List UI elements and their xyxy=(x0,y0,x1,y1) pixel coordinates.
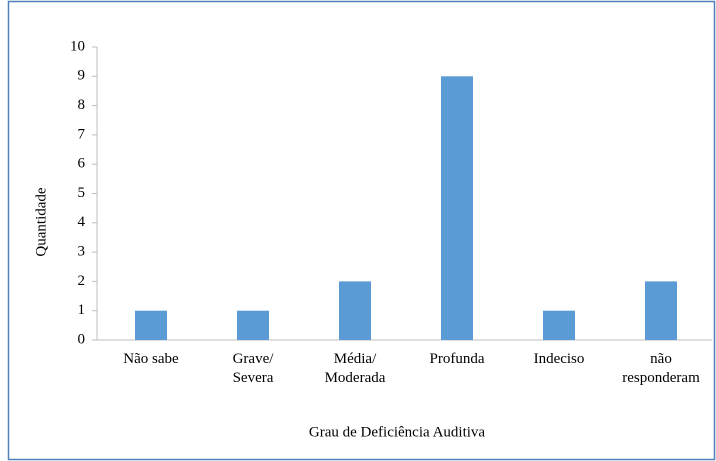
y-tick-label: 6 xyxy=(78,156,86,172)
y-tick-label: 2 xyxy=(78,273,86,289)
y-axis-label: Quantidade xyxy=(33,187,49,256)
bar xyxy=(441,76,473,341)
bar xyxy=(237,310,269,340)
y-tick-label: 1 xyxy=(78,302,86,318)
x-tick-label: Média/ Moderada xyxy=(324,351,386,386)
y-tick-label: 8 xyxy=(78,97,86,113)
y-tick-label: 10 xyxy=(70,38,85,54)
bar xyxy=(645,281,677,340)
x-tick-label: Profunda xyxy=(429,351,485,367)
y-tick-label: 9 xyxy=(78,68,86,84)
x-tick-label: Não sabe xyxy=(123,351,179,367)
bar xyxy=(543,310,575,340)
x-tick-label: não responderam xyxy=(622,351,700,386)
bar xyxy=(339,281,371,340)
chart-border xyxy=(7,0,716,461)
y-tick-label: 0 xyxy=(78,331,86,347)
y-tick-label: 5 xyxy=(78,185,86,201)
x-axis-label: Grau de Deficiência Auditiva xyxy=(309,424,486,440)
x-tick-label: Grave/ Severa xyxy=(232,351,274,386)
y-tick-label: 3 xyxy=(78,244,86,260)
y-tick-label: 4 xyxy=(78,214,86,230)
bar xyxy=(135,310,167,340)
x-tick-label: Indeciso xyxy=(533,351,585,367)
y-tick-label: 7 xyxy=(78,126,86,142)
